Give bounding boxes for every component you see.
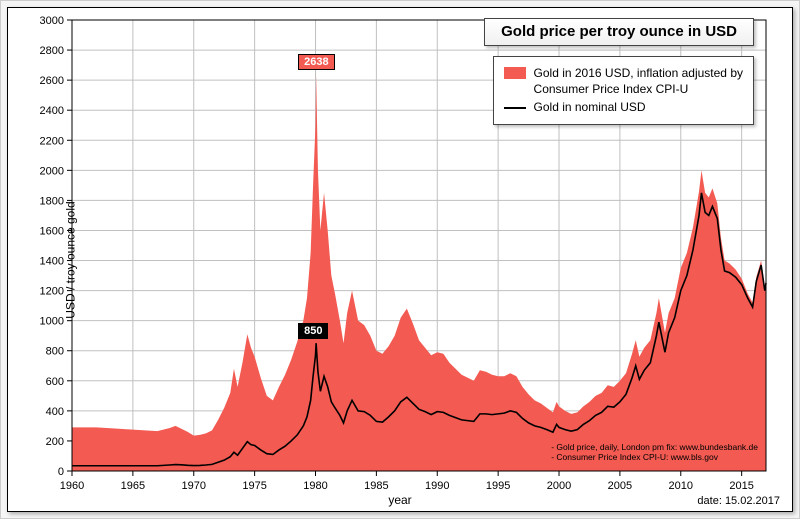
svg-text:1985: 1985	[364, 480, 388, 492]
legend-item: Gold in 2016 USD, inflation adjusted by …	[504, 65, 743, 97]
peak-label: 850	[298, 323, 328, 339]
svg-text:1975: 1975	[242, 480, 266, 492]
svg-text:1970: 1970	[182, 480, 206, 492]
chart-outer: 0 200 400 600 800 1000 1200 1400 1600 1800 2000 220…	[0, 0, 800, 519]
svg-text:200: 200	[46, 436, 64, 448]
svg-text:2400: 2400	[40, 105, 64, 117]
svg-text:2800: 2800	[40, 45, 64, 57]
peak-label: 2638	[298, 54, 334, 70]
svg-text:600: 600	[46, 376, 64, 388]
svg-text:2200: 2200	[40, 135, 64, 147]
svg-text:2010: 2010	[669, 480, 693, 492]
x-axis-label: year	[388, 493, 411, 507]
legend-swatch-line	[504, 101, 526, 113]
svg-text:800: 800	[46, 346, 64, 358]
legend-label: Gold in nominal USD	[534, 99, 646, 115]
svg-text:1600: 1600	[40, 225, 64, 237]
svg-text:1800: 1800	[40, 195, 64, 207]
svg-text:1960: 1960	[60, 480, 84, 492]
chart-frame: 0 200 400 600 800 1000 1200 1400 1600 1800 2000 220…	[7, 7, 793, 512]
svg-text:1200: 1200	[40, 286, 64, 298]
legend-swatch-area	[504, 67, 526, 79]
svg-text:1990: 1990	[425, 480, 449, 492]
svg-text:2005: 2005	[608, 480, 632, 492]
svg-text:400: 400	[46, 406, 64, 418]
sources-caption: - Gold price, daily, London pm fix: www.…	[551, 442, 758, 463]
legend: Gold in 2016 USD, inflation adjusted by …	[493, 56, 754, 125]
svg-text:3000: 3000	[40, 15, 64, 27]
svg-text:1995: 1995	[486, 480, 510, 492]
chart-title-box: Gold price per troy ounce in USD	[484, 18, 754, 46]
svg-text:1400: 1400	[40, 256, 64, 268]
chart-title: Gold price per troy ounce in USD	[501, 23, 737, 40]
y-axis-label: USD / troy ounce gold	[64, 201, 78, 318]
svg-text:2015: 2015	[729, 480, 753, 492]
svg-text:2600: 2600	[40, 75, 64, 87]
svg-text:1980: 1980	[303, 480, 327, 492]
svg-text:2000: 2000	[547, 480, 571, 492]
svg-text:2000: 2000	[40, 165, 64, 177]
legend-item: Gold in nominal USD	[504, 99, 743, 115]
date-caption: date: 15.02.2017	[697, 495, 780, 507]
legend-label: Gold in 2016 USD, inflation adjusted by …	[534, 65, 743, 97]
svg-text:0: 0	[58, 466, 64, 478]
svg-text:1000: 1000	[40, 316, 64, 328]
svg-text:1965: 1965	[121, 480, 145, 492]
